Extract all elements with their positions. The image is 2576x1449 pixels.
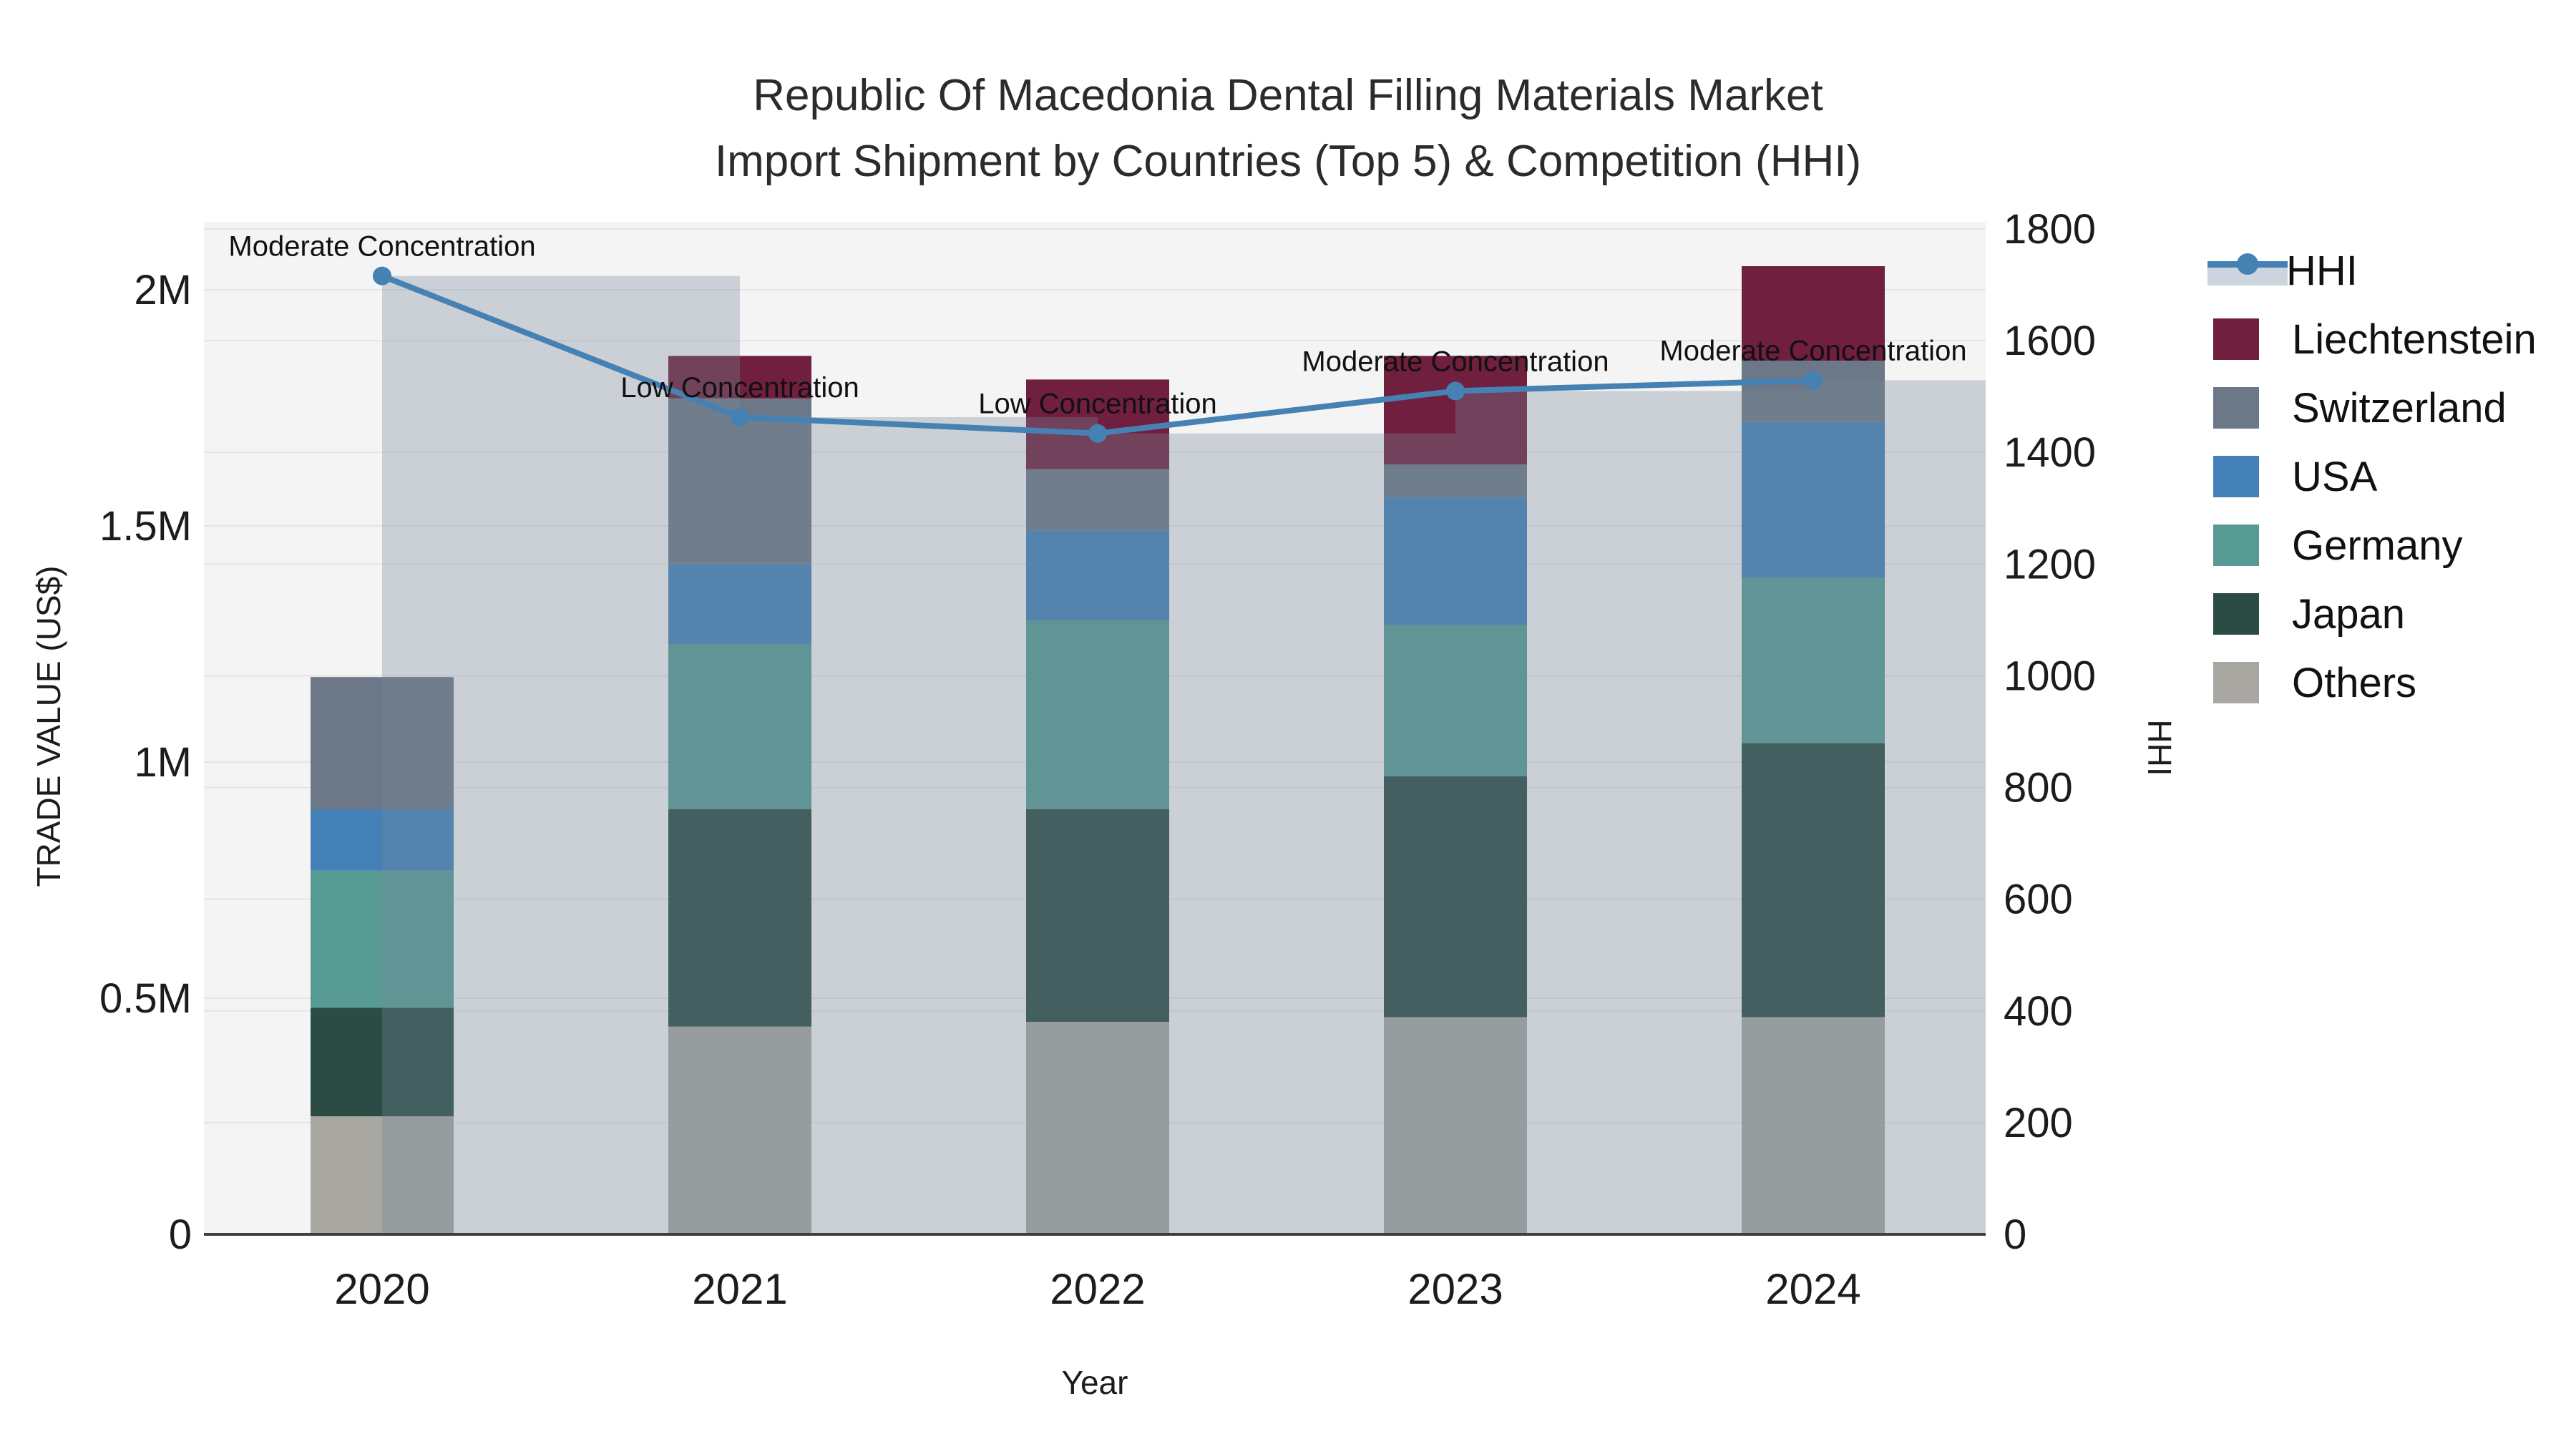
y-left-tick-label-1.5M: 1.5M xyxy=(99,503,192,550)
legend-label: Others xyxy=(2292,659,2417,706)
y-right-tick-label-1200: 1200 xyxy=(2004,541,2096,587)
bar-segment-germany-2022[interactable] xyxy=(1026,620,1169,809)
y-right-tick-label-400: 400 xyxy=(2004,988,2073,1035)
legend-label: Japan xyxy=(2292,590,2406,638)
hhi-marker-2023[interactable] xyxy=(1446,381,1465,401)
bar-segment-others-2023[interactable] xyxy=(1384,1017,1527,1234)
legend-item-others[interactable]: Others xyxy=(2207,648,2537,717)
legend-label: Switzerland xyxy=(2292,384,2507,431)
bar-segment-usa-2020[interactable] xyxy=(311,809,454,871)
x-axis-title: Year xyxy=(1061,1364,1128,1401)
legend-item-liechtenstein[interactable]: Liechtenstein xyxy=(2207,305,2537,374)
bar-segment-usa-2023[interactable] xyxy=(1384,497,1527,625)
y-right-tick-label-1600: 1600 xyxy=(2004,318,2096,364)
y-right-tick-label-800: 800 xyxy=(2004,765,2073,811)
bar-segment-usa-2021[interactable] xyxy=(668,563,811,644)
chart-title-line1: Republic Of Macedonia Dental Filling Mat… xyxy=(753,71,1823,120)
hhi-legend-swatch-icon xyxy=(2207,250,2288,291)
legend-item-switzerland[interactable]: Switzerland xyxy=(2207,374,2537,442)
bar-segment-switzerland-2022[interactable] xyxy=(1026,469,1169,531)
annotation-2024: Moderate Concentration xyxy=(1659,336,1966,367)
bar-segment-germany-2023[interactable] xyxy=(1384,625,1527,776)
x-tick-label-2021: 2021 xyxy=(692,1265,787,1313)
y-axis-right-title: HHI xyxy=(2141,719,2178,776)
legend-label: USA xyxy=(2292,453,2378,500)
bar-segment-germany-2021[interactable] xyxy=(668,644,811,809)
y-left-tick-label-0: 0 xyxy=(169,1211,192,1258)
legend-swatch-icon xyxy=(2213,662,2259,703)
legend-label: Liechtenstein xyxy=(2292,316,2537,363)
hhi-wide-bar-2020[interactable] xyxy=(382,275,740,1235)
legend-item-hhi[interactable]: HHI xyxy=(2207,236,2537,305)
x-tick-label-2023: 2023 xyxy=(1407,1265,1503,1313)
bar-segment-japan-2024[interactable] xyxy=(1742,743,1885,1018)
legend-swatch-icon xyxy=(2213,387,2259,429)
bar-segment-others-2020[interactable] xyxy=(311,1116,454,1234)
hhi-marker-2022[interactable] xyxy=(1088,424,1107,443)
y-right-tick-label-1400: 1400 xyxy=(2004,429,2096,476)
bar-segment-switzerland-2020[interactable] xyxy=(311,677,454,809)
hhi-marker-2024[interactable] xyxy=(1804,371,1823,390)
bar-segment-others-2024[interactable] xyxy=(1742,1017,1885,1234)
y-right-tick-label-600: 600 xyxy=(2004,877,2073,923)
legend-swatch-icon xyxy=(2213,593,2259,635)
hhi-wide-bar-2023[interactable] xyxy=(1455,391,1813,1234)
y-right-tick-label-1800: 1800 xyxy=(2004,206,2096,253)
legend-label: Germany xyxy=(2292,522,2463,569)
annotation-2023: Moderate Concentration xyxy=(1302,346,1609,377)
y-right-tick-label-200: 200 xyxy=(2004,1100,2073,1146)
bar-segment-switzerland-2023[interactable] xyxy=(1384,464,1527,498)
hhi-wide-bar-2022[interactable] xyxy=(1098,433,1455,1235)
y-left-tick-label-2M: 2M xyxy=(134,267,192,313)
bar-segment-japan-2023[interactable] xyxy=(1384,776,1527,1018)
legend-item-germany[interactable]: Germany xyxy=(2207,511,2537,580)
annotation-2020: Moderate Concentration xyxy=(228,231,535,263)
bar-segment-usa-2022[interactable] xyxy=(1026,530,1169,620)
bar-segment-japan-2022[interactable] xyxy=(1026,809,1169,1022)
legend-label: HHI xyxy=(2286,247,2358,294)
legend-item-japan[interactable]: Japan xyxy=(2207,580,2537,648)
y-left-tick-label-1M: 1M xyxy=(134,739,192,786)
bar-segment-liechtenstein-2024[interactable] xyxy=(1742,266,1885,361)
bar-segment-liechtenstein-2021[interactable] xyxy=(668,356,811,399)
bar-segment-japan-2021[interactable] xyxy=(668,809,811,1027)
legend-item-usa[interactable]: USA xyxy=(2207,442,2537,511)
hhi-wide-bar-2024[interactable] xyxy=(1813,380,1986,1235)
x-tick-label-2022: 2022 xyxy=(1050,1265,1145,1313)
chart-title: Republic Of Macedonia Dental Filling Mat… xyxy=(0,63,2576,195)
y-axis-left-title: TRADE VALUE (US$) xyxy=(30,565,67,887)
annotation-2021: Low Concentration xyxy=(620,372,859,404)
y-left-tick-label-0.5M: 0.5M xyxy=(99,975,192,1022)
y-right-tick-label-1000: 1000 xyxy=(2004,653,2096,699)
legend-swatch-icon xyxy=(2213,525,2259,566)
annotation-2022: Low Concentration xyxy=(978,389,1217,420)
legend: HHI Liechtenstein Switzerland USA Germany Jap… xyxy=(2207,236,2537,717)
bar-segment-japan-2020[interactable] xyxy=(311,1008,454,1116)
legend-swatch-icon xyxy=(2213,456,2259,497)
bar-segment-others-2021[interactable] xyxy=(668,1026,811,1234)
bar-segment-germany-2020[interactable] xyxy=(311,870,454,1008)
bar-segment-liechtenstein-2023[interactable] xyxy=(1384,356,1527,465)
x-tick-label-2020: 2020 xyxy=(334,1265,429,1313)
y-right-tick-label-0: 0 xyxy=(2004,1211,2026,1258)
hhi-wide-bar-2021[interactable] xyxy=(740,417,1098,1234)
bar-segment-switzerland-2024[interactable] xyxy=(1742,361,1885,422)
bar-segment-germany-2024[interactable] xyxy=(1742,577,1885,743)
hhi-marker-2021[interactable] xyxy=(731,408,749,426)
chart-title-line2: Import Shipment by Countries (Top 5) & C… xyxy=(714,137,1862,186)
bar-segment-others-2022[interactable] xyxy=(1026,1022,1169,1234)
bar-segment-usa-2024[interactable] xyxy=(1742,421,1885,578)
hhi-marker-2020[interactable] xyxy=(373,266,391,286)
x-tick-label-2024: 2024 xyxy=(1765,1265,1860,1313)
legend-swatch-icon xyxy=(2213,318,2259,360)
